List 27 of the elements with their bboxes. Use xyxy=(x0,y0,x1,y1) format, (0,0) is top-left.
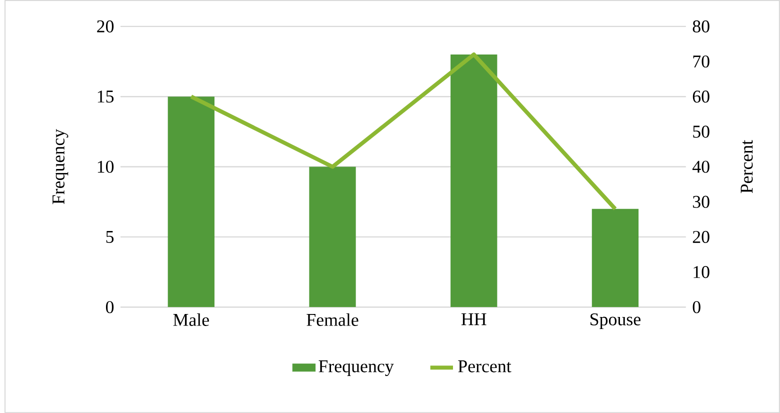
y-tick-label: 0 xyxy=(106,300,114,314)
y2-tick-label: 70 xyxy=(693,55,710,68)
y2-tick-label: 60 xyxy=(692,90,710,103)
line-series xyxy=(189,52,618,211)
legend-label: Frequency xyxy=(318,360,394,376)
bar xyxy=(309,166,356,308)
y2-tick-label: 30 xyxy=(692,196,710,208)
y2-tick-label: 0 xyxy=(692,300,700,314)
bar xyxy=(592,208,639,308)
y-axis-title: Frequency xyxy=(52,128,68,204)
x-tick-label: Male xyxy=(173,313,209,326)
y2-tick-label: 40 xyxy=(692,160,710,173)
y-tick-label: 15 xyxy=(98,90,114,103)
y-tick-label: 20 xyxy=(97,20,114,32)
y-tick-label: 5 xyxy=(106,230,114,243)
y2-tick-label: 20 xyxy=(692,230,710,243)
x-tick-label: HH xyxy=(461,313,486,326)
y-tick-label: 10 xyxy=(98,160,114,173)
bar xyxy=(168,96,214,308)
y2-axis-title: Percent xyxy=(740,140,753,194)
y2-tick-label: 50 xyxy=(693,126,710,138)
x-tick-label: Female xyxy=(306,313,358,326)
y2-tick-label: 10 xyxy=(694,266,710,278)
y2-tick-label: 80 xyxy=(692,20,710,32)
bar xyxy=(450,54,498,308)
legend-label: Percent xyxy=(458,360,512,372)
x-tick-label: Spouse xyxy=(590,313,640,329)
